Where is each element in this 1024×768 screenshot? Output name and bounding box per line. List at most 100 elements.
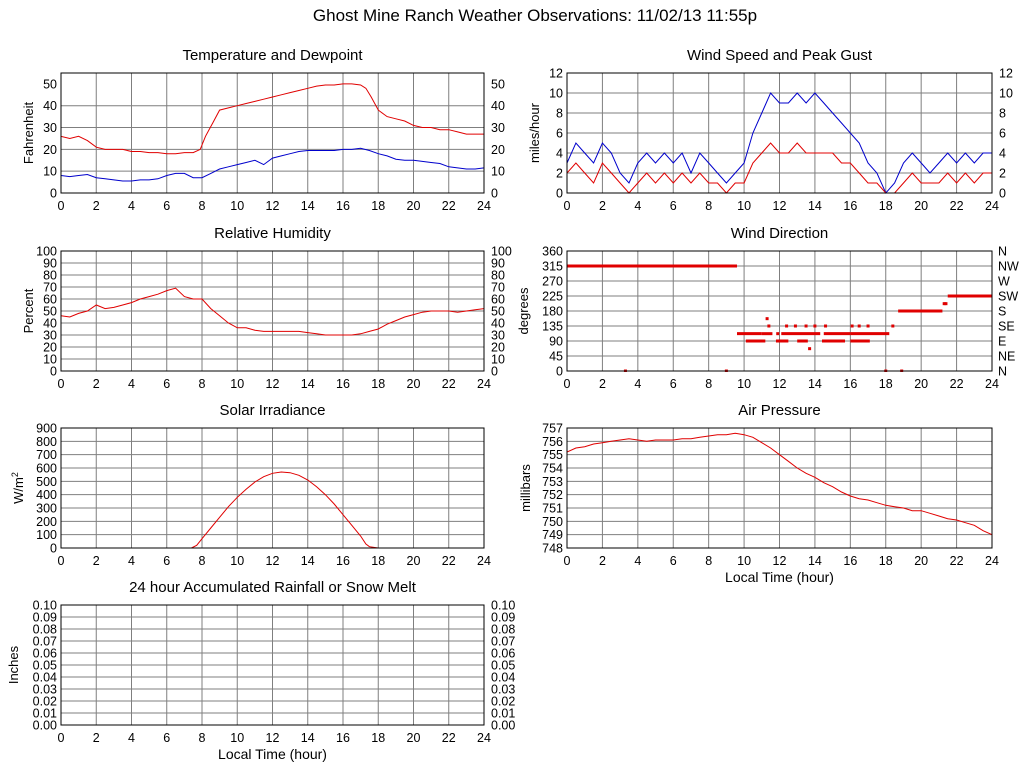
y-tick-label: 0.02: [33, 695, 57, 709]
x-tick-label: 8: [705, 554, 712, 568]
y-tick-label: 270: [542, 275, 563, 289]
y-tick-label: 0: [556, 365, 563, 379]
plot-area: [61, 471, 484, 549]
y-tick-label: 315: [542, 260, 563, 274]
y-tick-label-right: 0.09: [491, 611, 515, 625]
y-axis-label: Inches: [6, 645, 21, 684]
x-tick-label: 8: [199, 199, 206, 213]
y-axis-label: Percent: [21, 288, 36, 333]
x-tick-label: 8: [705, 199, 712, 213]
x-tick-label: 6: [670, 554, 677, 568]
y-tick-label-right: 0.01: [491, 707, 515, 721]
x-tick-label: 18: [371, 377, 385, 391]
direction-point: [824, 324, 828, 328]
x-tick-label: 14: [808, 554, 822, 568]
y-tick-label: 8: [556, 107, 563, 121]
y-tick-label: 10: [43, 165, 57, 179]
y-tick-label-right: 70: [491, 281, 505, 295]
compass-label: SW: [998, 290, 1018, 304]
y-tick-label: 60: [43, 293, 57, 307]
chart-title: Relative Humidity: [214, 225, 331, 242]
x-tick-label: 4: [128, 377, 135, 391]
x-tick-label: 18: [879, 554, 893, 568]
y-tick-label: 900: [36, 422, 57, 436]
x-tick-label: 4: [634, 554, 641, 568]
x-tick-label: 10: [230, 731, 244, 745]
y-tick-label: 0.10: [33, 599, 57, 613]
y-tick-label: 90: [43, 257, 57, 271]
plot-frame: [566, 72, 993, 194]
y-tick-label: 0.06: [33, 647, 57, 661]
x-tick-label: 14: [301, 199, 315, 213]
y-tick-label-right: 100: [491, 245, 512, 259]
compass-label: E: [998, 335, 1006, 349]
plot-frame: [566, 427, 993, 549]
plot-area: [567, 432, 992, 536]
x-tick-label: 16: [336, 731, 350, 745]
y-tick-label-right: 0: [491, 365, 498, 379]
x-tick-label: 12: [266, 377, 280, 391]
y-tick-label: 360: [542, 245, 563, 259]
y-tick-label: 6: [556, 127, 563, 141]
compass-label: N: [998, 245, 1007, 259]
x-tick-label: 4: [634, 199, 641, 213]
y-tick-label: 800: [36, 435, 57, 449]
y-tick-label-right: 40: [491, 99, 505, 113]
x-tick-label: 12: [266, 199, 280, 213]
direction-point: [942, 302, 946, 306]
y-tick-label-right: 4: [999, 147, 1006, 161]
x-tick-label: 8: [199, 377, 206, 391]
compass-label: S: [998, 305, 1006, 319]
series-line: [61, 471, 484, 549]
x-tick-label: 12: [266, 731, 280, 745]
y-tick-label-right: 6: [999, 127, 1006, 141]
y-tick-label: 30: [43, 121, 57, 135]
y-axis-label: W/m2: [10, 472, 26, 504]
x-tick-label: 2: [599, 377, 606, 391]
x-tick-label: 20: [407, 554, 421, 568]
x-tick-label: 20: [914, 554, 928, 568]
x-tick-label: 4: [128, 731, 135, 745]
y-tick-label: 10: [43, 353, 57, 367]
y-tick-label: 0: [50, 187, 57, 201]
compass-label: NW: [998, 260, 1019, 274]
x-tick-label: 10: [230, 199, 244, 213]
y-tick-label: 0: [556, 187, 563, 201]
y-tick-label-right: 40: [491, 317, 505, 331]
y-tick-label: 135: [542, 320, 563, 334]
x-axis-label: Local Time (hour): [218, 746, 327, 762]
y-axis-label: millibars: [518, 464, 533, 512]
direction-point: [866, 324, 870, 328]
y-tick-label-right: 10: [999, 87, 1013, 101]
x-tick-label: 10: [737, 377, 751, 391]
y-tick-label: 30: [43, 329, 57, 343]
x-tick-label: 2: [93, 199, 100, 213]
direction-point: [785, 324, 789, 328]
x-tick-label: 20: [914, 377, 928, 391]
y-tick-label: 70: [43, 281, 57, 295]
y-tick-label: 45: [549, 350, 563, 364]
direction-point: [808, 347, 812, 351]
series-line: [61, 83, 484, 155]
direction-point: [776, 332, 780, 336]
x-tick-label: 20: [407, 377, 421, 391]
x-tick-label: 14: [808, 199, 822, 213]
plot-area: [567, 92, 992, 194]
x-tick-label: 24: [985, 377, 999, 391]
x-tick-label: 20: [914, 199, 928, 213]
y-tick-label: 20: [43, 143, 57, 157]
x-tick-label: 0: [564, 377, 571, 391]
x-tick-label: 0: [58, 554, 65, 568]
y-tick-label: 20: [43, 341, 57, 355]
y-tick-label-right: 60: [491, 293, 505, 307]
x-tick-label: 0: [564, 554, 571, 568]
x-tick-label: 18: [371, 554, 385, 568]
y-tick-label: 40: [43, 317, 57, 331]
y-tick-label-right: 0.00: [491, 719, 515, 733]
x-tick-label: 6: [163, 199, 170, 213]
y-tick-label: 757: [542, 422, 563, 436]
x-tick-label: 10: [230, 377, 244, 391]
series-line: [61, 287, 484, 336]
y-tick-label-right: 50: [491, 77, 505, 91]
x-tick-label: 6: [163, 554, 170, 568]
